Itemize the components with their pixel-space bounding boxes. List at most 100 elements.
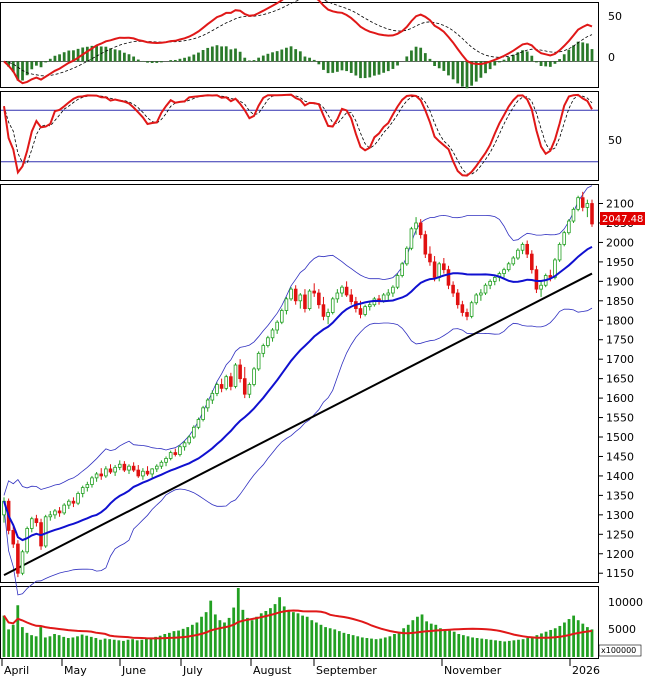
macd-histogram-bar xyxy=(72,50,75,62)
candle-body xyxy=(358,308,363,315)
volume-bar xyxy=(30,635,33,657)
macd-histogram-bar xyxy=(187,56,191,62)
candle-body xyxy=(29,518,34,529)
macd-histogram-bar xyxy=(451,61,455,80)
volume-bar xyxy=(365,638,369,657)
candle xyxy=(460,300,465,317)
macd-histogram-bar xyxy=(197,52,200,62)
macd-histogram-bar xyxy=(160,61,163,63)
candle-body xyxy=(141,470,145,477)
candle-body xyxy=(48,514,53,518)
candle-body xyxy=(312,290,316,294)
price-tick-label: 1450 xyxy=(606,450,634,463)
volume-bar xyxy=(425,621,429,657)
volume-bar xyxy=(145,638,148,657)
price-tick-label: 1200 xyxy=(606,548,634,561)
macd-histogram-bar xyxy=(585,43,589,62)
volume-bar xyxy=(20,627,24,657)
volume-bar xyxy=(494,640,497,657)
volume-bar xyxy=(314,622,318,657)
candle-body xyxy=(363,306,367,315)
candle-body xyxy=(451,284,455,294)
volume-unit-label: x100000 xyxy=(601,646,636,655)
price-panel xyxy=(2,185,594,596)
macd-histogram-bar xyxy=(11,61,15,73)
candle-body xyxy=(34,518,39,524)
candle xyxy=(20,549,25,576)
macd-histogram-bar xyxy=(224,46,228,62)
candle-body xyxy=(576,197,580,210)
volume-bar xyxy=(480,638,484,657)
volume-bar xyxy=(195,622,199,657)
volume-bar xyxy=(356,636,360,657)
candle-body xyxy=(168,452,173,459)
macd-tick-50: 50 xyxy=(608,10,622,23)
macd-histogram-bar xyxy=(322,61,325,70)
macd-histogram-bar xyxy=(85,46,89,62)
macd-histogram-bar xyxy=(530,55,534,62)
volume-bar xyxy=(471,637,474,657)
candle xyxy=(446,265,451,290)
macd-histogram-bar xyxy=(247,60,251,62)
candle xyxy=(289,287,293,301)
candle-body xyxy=(154,465,159,470)
candle-body xyxy=(321,304,326,317)
volume-bar xyxy=(99,639,102,657)
volume-bar xyxy=(549,629,553,657)
macd-tick-0: 0 xyxy=(608,51,615,64)
volume-bar xyxy=(457,634,461,657)
volume-bar xyxy=(273,604,277,657)
candle xyxy=(506,261,511,272)
volume-bar xyxy=(466,636,470,657)
candle-body xyxy=(150,468,154,475)
candle-body xyxy=(71,500,76,504)
macd-histogram-bar xyxy=(220,46,223,62)
candle-body xyxy=(303,294,307,309)
candle xyxy=(474,293,479,305)
candle xyxy=(57,507,62,517)
candle-body xyxy=(469,302,474,317)
volume-bar xyxy=(544,631,548,657)
candle xyxy=(303,289,307,313)
volume-bar xyxy=(85,635,89,657)
macd-histogram-bar xyxy=(229,49,233,62)
month-label: April xyxy=(4,664,29,677)
candle-body xyxy=(488,280,492,286)
candle xyxy=(136,465,141,478)
volume-bar xyxy=(370,638,373,657)
candle xyxy=(113,465,117,476)
candle-body xyxy=(94,473,99,479)
candle-body xyxy=(474,294,479,304)
macd-histogram-bar xyxy=(386,61,390,72)
candle-body xyxy=(182,442,187,448)
volume-bar xyxy=(360,637,364,657)
volume-bar xyxy=(76,636,79,657)
candle xyxy=(516,248,520,260)
candle xyxy=(312,283,316,297)
candle-body xyxy=(131,465,136,471)
candle-body xyxy=(117,463,122,468)
candle xyxy=(321,296,326,321)
macd-histogram-bar xyxy=(423,53,427,62)
macd-histogram-bar xyxy=(349,61,353,73)
macd-histogram-bar xyxy=(345,61,349,72)
macd-histogram-bar xyxy=(539,61,543,66)
candle xyxy=(418,219,423,239)
macd-histogram-bar xyxy=(95,45,98,62)
volume-bar xyxy=(581,623,585,657)
candle-body xyxy=(567,220,571,234)
candle xyxy=(479,289,483,301)
macd-histogram-bar xyxy=(30,61,34,70)
candle-body xyxy=(330,298,335,313)
candle xyxy=(34,514,39,527)
candle xyxy=(525,240,529,258)
price-tick-label: 2100 xyxy=(606,198,634,211)
candle-body xyxy=(516,249,520,259)
macd-histogram-bar xyxy=(146,61,149,63)
volume-ma-line xyxy=(3,609,593,640)
macd-histogram-bar xyxy=(326,61,330,74)
candle xyxy=(580,191,585,212)
volume-bar xyxy=(48,636,52,657)
macd-histogram-bar xyxy=(178,58,182,62)
candle-body xyxy=(557,243,562,261)
